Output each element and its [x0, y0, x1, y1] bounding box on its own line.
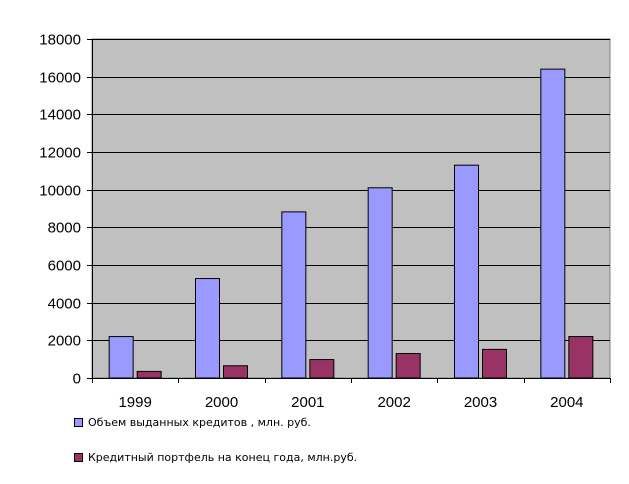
gridlines	[92, 39, 610, 341]
bar-loan-portfolio-2001	[309, 359, 335, 379]
y-tick-label: 14000	[39, 107, 81, 124]
x-tick-label: 2002	[377, 394, 410, 410]
legend-item-loan-portfolio: Кредитный портфель на конец года, млн.ру…	[74, 449, 357, 465]
y-tick-label: 2000	[48, 333, 81, 350]
y-tick-label: 12000	[39, 145, 81, 162]
y-tick-label: 10000	[39, 183, 81, 200]
legend-item-issued-loans: Объем выданных кредитов , млн. руб.	[74, 414, 357, 430]
y-tick-label: 8000	[48, 220, 81, 237]
y-tick-label: 0	[73, 371, 81, 388]
x-tick-label: 1999	[118, 394, 151, 410]
legend: Объем выданных кредитов , млн. руб. Кред…	[74, 414, 357, 484]
x-tick-labels: 1999 2000 2001 2002 2003 2004	[118, 394, 583, 410]
y-tick-label: 16000	[39, 70, 81, 87]
bar-loan-portfolio-2003	[482, 348, 507, 379]
bar-issued-loans-1999	[108, 336, 134, 379]
y-tick-label: 18000	[39, 32, 81, 49]
x-tick-label: 2000	[205, 394, 238, 410]
bar-loan-portfolio-2000	[223, 365, 248, 379]
bar-issued-loans-2003	[454, 164, 479, 379]
legend-swatch-issued-loans	[74, 417, 83, 427]
y-tick-label: 6000	[48, 258, 81, 275]
legend-swatch-loan-portfolio	[74, 452, 83, 462]
x-tick-label: 2003	[464, 394, 497, 410]
y-tick-labels: 0 2000 4000 6000 8000 10000 12000 14000 16000 180…	[39, 32, 81, 388]
legend-label-loan-portfolio: Кредитный портфель на конец года, млн.ру…	[88, 450, 358, 464]
bars	[108, 68, 594, 379]
axes	[87, 39, 611, 383]
plot-background	[91, 38, 611, 379]
bar-issued-loans-2001	[281, 211, 307, 379]
x-tick-label: 2004	[550, 394, 583, 410]
y-tick-label: 4000	[48, 296, 81, 313]
legend-label-issued-loans: Объем выданных кредитов , млн. руб.	[88, 415, 311, 429]
bar-issued-loans-2000	[195, 278, 220, 379]
bar-loan-portfolio-2004	[568, 336, 594, 379]
bar-loan-portfolio-2002	[395, 353, 421, 379]
x-tick-label: 2001	[291, 394, 324, 410]
bar-issued-loans-2002	[367, 187, 393, 379]
bar-loan-portfolio-1999	[136, 370, 162, 379]
bar-chart: 0 2000 4000 6000 8000 10000 12000 14000 16000 180…	[39, 32, 611, 410]
plot-area	[91, 38, 611, 379]
bar-issued-loans-2004	[540, 68, 566, 379]
